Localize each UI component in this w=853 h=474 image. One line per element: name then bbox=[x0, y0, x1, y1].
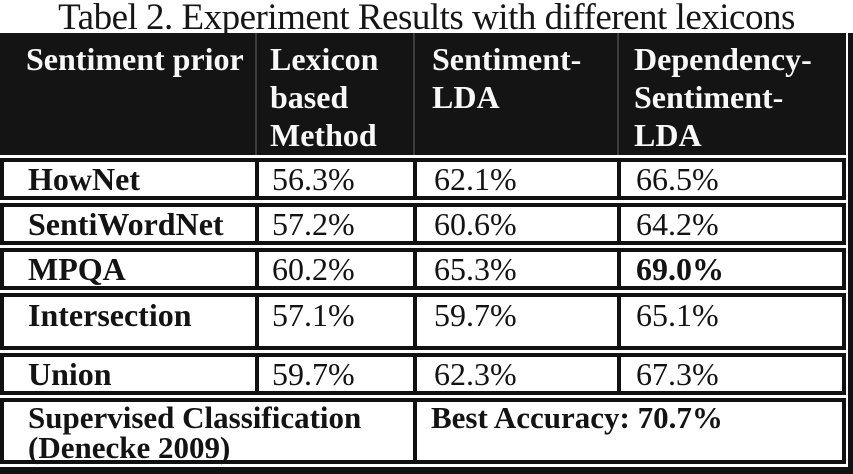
table-outer-right-border bbox=[848, 33, 853, 474]
table-header-row: Sentiment prior Lexicon based Method Sen… bbox=[0, 33, 846, 155]
value-cell: 65.3% bbox=[413, 252, 617, 286]
value-cell: 62.1% bbox=[413, 162, 617, 196]
value-cell: 57.2% bbox=[255, 207, 413, 241]
value-cell: 59.7% bbox=[255, 357, 413, 391]
table-caption: Tabel 2. Experiment Results with differe… bbox=[58, 0, 795, 38]
value-cell: 67.3% bbox=[617, 357, 842, 391]
table-row-mpqa: MPQA 60.2% 65.3% 69.0% bbox=[0, 248, 846, 290]
value-cell: 62.3% bbox=[413, 357, 617, 391]
value-cell: 59.7% bbox=[413, 297, 617, 346]
footer-supervised-classification: Supervised Classification (Denecke 2009) bbox=[28, 400, 362, 465]
value-cell: 65.1% bbox=[617, 297, 842, 346]
row-label: Intersection bbox=[28, 297, 192, 333]
value-cell: 66.5% bbox=[617, 162, 842, 196]
row-label: SentiWordNet bbox=[28, 206, 224, 242]
table-row-sentiwordnet: SentiWordNet 57.2% 60.6% 64.2% bbox=[0, 203, 846, 245]
value-cell: 60.2% bbox=[255, 252, 413, 286]
table-row-intersection: Intersection 57.1% 59.7% 65.1% bbox=[0, 293, 846, 350]
value-cell: 57.1% bbox=[255, 297, 413, 346]
table-row-union: Union 59.7% 62.3% 67.3% bbox=[0, 353, 846, 395]
row-label: HowNet bbox=[28, 161, 140, 197]
value-cell: 56.3% bbox=[255, 162, 413, 196]
footer-best-accuracy: Best Accuracy: 70.7% bbox=[413, 402, 842, 460]
value-cell: 60.6% bbox=[413, 207, 617, 241]
header-cell-sentiment-lda: Sentiment-LDA bbox=[413, 33, 617, 155]
header-cell-sentiment-prior: Sentiment prior bbox=[26, 41, 244, 77]
results-table: Sentiment prior Lexicon based Method Sen… bbox=[0, 33, 846, 464]
header-cell-lexicon-based-method: Lexicon based Method bbox=[255, 33, 413, 155]
header-cell-dependency-sentiment-lda: Dependency-Sentiment-LDA bbox=[617, 33, 846, 155]
row-label: Union bbox=[28, 356, 112, 392]
row-label: MPQA bbox=[28, 251, 126, 287]
table-footer-row: Supervised Classification (Denecke 2009)… bbox=[0, 398, 846, 464]
value-cell: 64.2% bbox=[617, 207, 842, 241]
table-outer-bottom-border bbox=[0, 467, 853, 474]
value-cell-best: 69.0% bbox=[617, 252, 842, 286]
table-row-hownet: HowNet 56.3% 62.1% 66.5% bbox=[0, 158, 846, 200]
